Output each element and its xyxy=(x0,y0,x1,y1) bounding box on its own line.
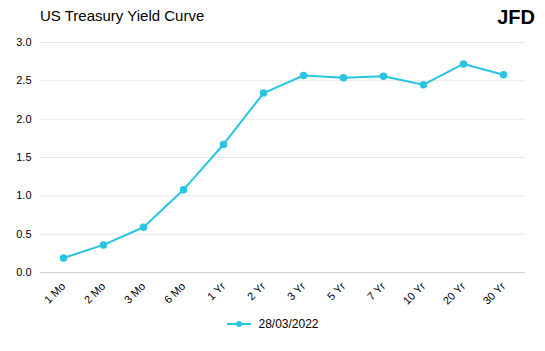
svg-text:6 Mo: 6 Mo xyxy=(162,280,188,306)
svg-text:10 Yr: 10 Yr xyxy=(400,280,427,307)
svg-text:2.5: 2.5 xyxy=(16,74,31,86)
svg-text:20 Yr: 20 Yr xyxy=(440,280,467,307)
svg-text:1 Mo: 1 Mo xyxy=(42,280,68,306)
svg-text:1.5: 1.5 xyxy=(16,151,31,163)
svg-text:3 Yr: 3 Yr xyxy=(285,280,308,303)
svg-text:0.0: 0.0 xyxy=(16,266,31,278)
svg-text:3.0: 3.0 xyxy=(16,36,31,48)
html-text:JFD: JFD xyxy=(497,6,535,28)
svg-text:3 Mo: 3 Mo xyxy=(122,280,148,306)
svg-text:1.0: 1.0 xyxy=(16,189,31,201)
svg-text:0.5: 0.5 xyxy=(16,228,31,240)
svg-text:5 Yr: 5 Yr xyxy=(325,280,348,303)
svg-text:7 Yr: 7 Yr xyxy=(365,280,388,303)
svg-text:30 Yr: 30 Yr xyxy=(480,280,507,307)
svg-text:2.0: 2.0 xyxy=(16,113,31,125)
html-text:28/03/2022: 28/03/2022 xyxy=(258,317,319,331)
svg-text:2 Yr: 2 Yr xyxy=(245,280,268,303)
svg-text:1 Yr: 1 Yr xyxy=(205,280,228,303)
html-text:US Treasury Yield Curve: US Treasury Yield Curve xyxy=(40,7,205,24)
svg-text:2 Mo: 2 Mo xyxy=(82,280,108,306)
